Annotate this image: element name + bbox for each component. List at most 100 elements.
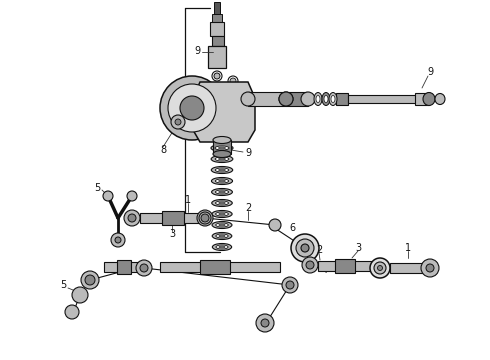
Ellipse shape (219, 224, 225, 226)
Ellipse shape (216, 245, 228, 249)
Ellipse shape (331, 95, 335, 103)
Circle shape (168, 84, 216, 132)
Ellipse shape (219, 213, 225, 215)
Circle shape (103, 191, 113, 201)
Circle shape (256, 314, 274, 332)
Ellipse shape (216, 212, 228, 216)
Ellipse shape (215, 146, 229, 150)
Circle shape (286, 281, 294, 289)
Ellipse shape (212, 243, 232, 251)
Ellipse shape (216, 223, 228, 227)
Ellipse shape (216, 190, 229, 194)
Circle shape (228, 76, 238, 86)
Circle shape (282, 277, 298, 293)
Circle shape (197, 210, 213, 226)
Bar (248, 92, 286, 106)
Ellipse shape (314, 93, 322, 105)
Ellipse shape (215, 179, 229, 183)
Ellipse shape (211, 166, 233, 174)
Polygon shape (193, 82, 255, 142)
Circle shape (296, 239, 314, 257)
Circle shape (140, 264, 148, 272)
Circle shape (180, 96, 204, 120)
Text: 5: 5 (94, 183, 100, 193)
Ellipse shape (219, 180, 225, 182)
Text: 5: 5 (60, 280, 66, 290)
Ellipse shape (213, 150, 231, 158)
Text: 2: 2 (245, 203, 251, 213)
Circle shape (291, 234, 319, 262)
Ellipse shape (211, 144, 233, 152)
Ellipse shape (212, 221, 232, 229)
Text: 4: 4 (322, 265, 328, 275)
Bar (117, 260, 131, 274)
Bar (415, 93, 429, 105)
Circle shape (199, 212, 211, 224)
Text: 6: 6 (289, 223, 295, 233)
Text: 3: 3 (355, 243, 361, 253)
Bar (336, 93, 348, 105)
Bar (390, 263, 426, 273)
Circle shape (160, 76, 224, 140)
Circle shape (302, 245, 308, 251)
Ellipse shape (219, 169, 225, 171)
Circle shape (72, 287, 88, 303)
Circle shape (212, 71, 222, 81)
Bar (286, 92, 308, 106)
Circle shape (269, 219, 281, 231)
Ellipse shape (219, 235, 225, 237)
Ellipse shape (219, 246, 225, 248)
Bar (208, 46, 226, 68)
Ellipse shape (435, 94, 445, 104)
Text: 9: 9 (427, 67, 433, 77)
Bar (213, 140, 231, 154)
Bar (212, 14, 222, 22)
Circle shape (65, 305, 79, 319)
Bar (335, 259, 355, 273)
Bar (162, 211, 184, 225)
Circle shape (374, 262, 386, 274)
Circle shape (301, 244, 309, 252)
Ellipse shape (212, 189, 232, 195)
Ellipse shape (219, 147, 225, 149)
Ellipse shape (329, 93, 337, 105)
Text: 7: 7 (168, 103, 174, 113)
Circle shape (298, 241, 312, 255)
Ellipse shape (212, 199, 232, 207)
Bar (140, 213, 205, 223)
Circle shape (115, 237, 121, 243)
Circle shape (111, 233, 125, 247)
Text: 2: 2 (316, 245, 322, 255)
Circle shape (306, 261, 314, 269)
Circle shape (261, 319, 269, 327)
Ellipse shape (241, 92, 255, 106)
Bar (348, 95, 418, 103)
Circle shape (175, 119, 181, 125)
Ellipse shape (301, 92, 315, 106)
Ellipse shape (279, 92, 293, 106)
Ellipse shape (219, 158, 225, 160)
Bar (212, 36, 224, 46)
Circle shape (127, 191, 137, 201)
Ellipse shape (216, 234, 228, 238)
Ellipse shape (211, 156, 233, 162)
Text: 1: 1 (405, 243, 411, 253)
Circle shape (171, 115, 185, 129)
Ellipse shape (212, 211, 232, 217)
Text: 8: 8 (160, 145, 166, 155)
Circle shape (421, 259, 439, 277)
Circle shape (124, 210, 140, 226)
Ellipse shape (215, 157, 229, 161)
Ellipse shape (216, 201, 228, 205)
Circle shape (136, 260, 152, 276)
Bar (214, 2, 220, 14)
Ellipse shape (212, 177, 233, 184)
Text: 1: 1 (185, 195, 191, 205)
Bar (200, 260, 230, 274)
Circle shape (377, 266, 383, 270)
Ellipse shape (212, 233, 232, 239)
Ellipse shape (213, 136, 231, 144)
Bar (318, 261, 373, 271)
Text: 3: 3 (169, 229, 175, 239)
Bar (104, 262, 144, 272)
